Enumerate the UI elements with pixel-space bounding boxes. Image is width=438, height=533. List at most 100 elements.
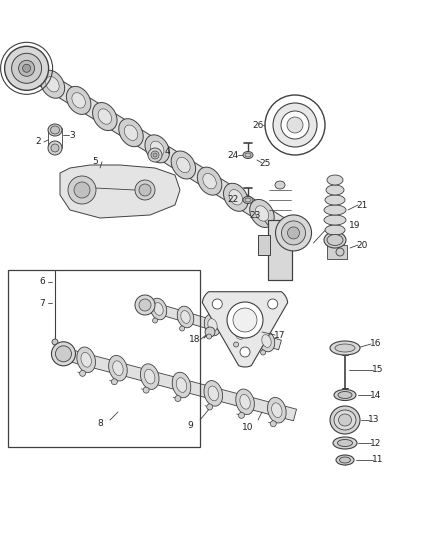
Ellipse shape (336, 455, 354, 465)
Circle shape (148, 148, 162, 162)
Ellipse shape (324, 232, 346, 248)
Circle shape (52, 339, 58, 345)
Circle shape (180, 326, 184, 331)
Ellipse shape (231, 322, 248, 344)
Circle shape (111, 379, 117, 385)
Ellipse shape (339, 414, 352, 426)
Polygon shape (67, 349, 297, 421)
Circle shape (238, 413, 244, 418)
Circle shape (227, 302, 263, 338)
Circle shape (18, 60, 35, 76)
Bar (327, 245, 347, 259)
Text: 21: 21 (356, 200, 367, 209)
Ellipse shape (72, 93, 85, 108)
Circle shape (152, 318, 158, 323)
Ellipse shape (268, 398, 286, 423)
Ellipse shape (324, 205, 346, 215)
Ellipse shape (50, 126, 60, 134)
Ellipse shape (98, 109, 112, 124)
Ellipse shape (46, 77, 59, 92)
Circle shape (265, 95, 325, 155)
Circle shape (175, 395, 181, 401)
Circle shape (287, 227, 300, 239)
Text: 16: 16 (370, 340, 382, 349)
Ellipse shape (151, 141, 164, 157)
Ellipse shape (145, 369, 155, 384)
Ellipse shape (154, 303, 163, 316)
Circle shape (282, 221, 306, 245)
Ellipse shape (243, 197, 253, 204)
Polygon shape (202, 292, 288, 367)
Ellipse shape (208, 319, 217, 332)
Ellipse shape (262, 335, 271, 348)
Circle shape (12, 53, 42, 83)
Ellipse shape (339, 457, 350, 463)
Ellipse shape (204, 381, 223, 406)
Text: 8: 8 (97, 418, 103, 427)
Ellipse shape (334, 410, 356, 430)
Ellipse shape (236, 389, 254, 415)
Text: 14: 14 (370, 391, 381, 400)
Ellipse shape (141, 364, 159, 390)
Circle shape (233, 342, 239, 347)
Circle shape (51, 144, 59, 152)
Text: 7: 7 (39, 298, 45, 308)
Ellipse shape (324, 215, 346, 225)
Text: 5: 5 (92, 157, 98, 166)
Polygon shape (14, 56, 309, 247)
Ellipse shape (327, 175, 343, 185)
Text: 25: 25 (259, 158, 271, 167)
Bar (268, 220, 292, 280)
Ellipse shape (208, 386, 219, 401)
Text: 22: 22 (227, 196, 239, 205)
Ellipse shape (77, 347, 95, 373)
Circle shape (273, 103, 317, 147)
Bar (268, 220, 292, 280)
Ellipse shape (81, 352, 92, 367)
Ellipse shape (333, 437, 357, 449)
Ellipse shape (245, 198, 251, 202)
Text: 6: 6 (39, 278, 45, 287)
Circle shape (139, 299, 151, 311)
Ellipse shape (204, 314, 221, 336)
Circle shape (287, 117, 303, 133)
Ellipse shape (223, 183, 248, 211)
Ellipse shape (67, 86, 91, 115)
Ellipse shape (330, 406, 360, 434)
Circle shape (80, 370, 85, 376)
Ellipse shape (272, 403, 282, 417)
Ellipse shape (177, 378, 187, 392)
Circle shape (281, 111, 309, 139)
Ellipse shape (124, 125, 138, 140)
Ellipse shape (325, 195, 345, 205)
Ellipse shape (325, 225, 345, 235)
Circle shape (151, 151, 159, 159)
Bar (258, 235, 270, 255)
Ellipse shape (113, 361, 123, 376)
Text: 2: 2 (35, 138, 41, 147)
Ellipse shape (245, 153, 251, 157)
Circle shape (270, 421, 276, 427)
Text: 20: 20 (356, 240, 367, 249)
Text: 23: 23 (249, 211, 261, 220)
Text: 18: 18 (189, 335, 201, 344)
Circle shape (207, 334, 212, 339)
Text: 1: 1 (12, 79, 18, 88)
Ellipse shape (326, 185, 344, 195)
Ellipse shape (334, 390, 356, 400)
Ellipse shape (119, 119, 143, 147)
Circle shape (212, 299, 223, 309)
Text: 3: 3 (69, 131, 75, 140)
Ellipse shape (171, 151, 196, 179)
Polygon shape (60, 165, 180, 218)
Text: 11: 11 (372, 456, 384, 464)
Bar (8, 270, 200, 447)
Ellipse shape (335, 344, 355, 352)
Ellipse shape (240, 394, 250, 409)
Text: 17: 17 (274, 330, 286, 340)
Ellipse shape (327, 235, 343, 246)
Polygon shape (144, 300, 282, 350)
Circle shape (268, 299, 278, 309)
Circle shape (74, 182, 90, 198)
Ellipse shape (229, 190, 243, 205)
